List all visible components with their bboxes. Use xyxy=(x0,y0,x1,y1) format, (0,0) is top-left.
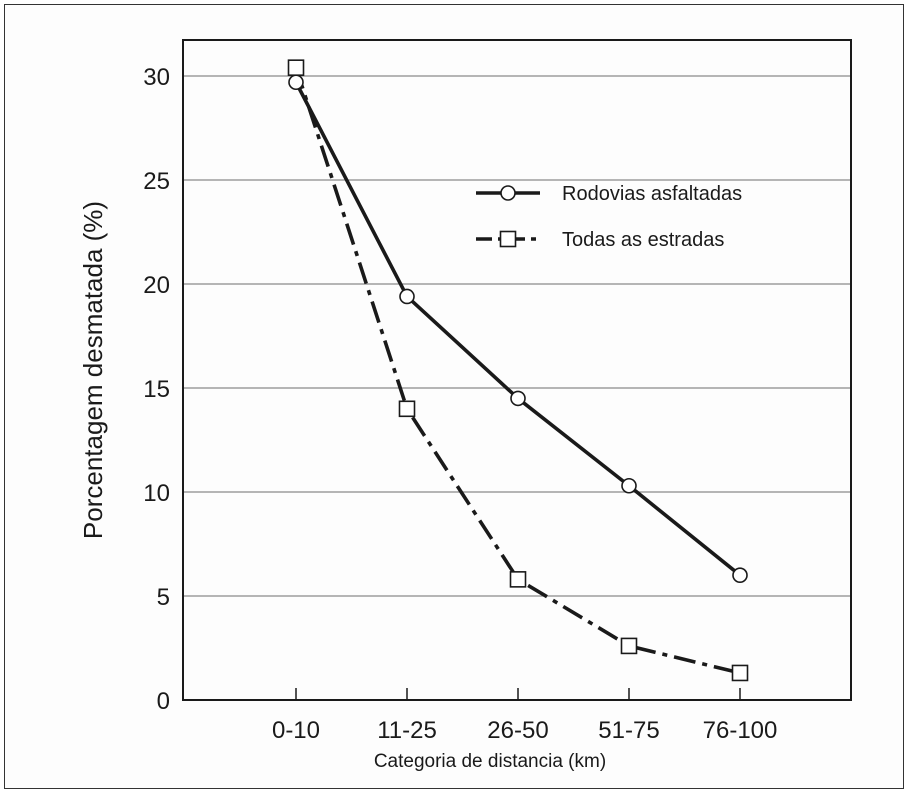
gridlines xyxy=(183,75,851,597)
x-tick-label: 51-75 xyxy=(598,717,659,744)
legend-marker xyxy=(499,230,517,248)
x-tick-label: 26-50 xyxy=(487,717,548,744)
data-point-2-5 xyxy=(731,664,749,682)
data-point-2-3 xyxy=(509,571,527,588)
data-point-2-2 xyxy=(398,400,416,418)
y-tick-label: 15 xyxy=(143,376,170,403)
series-layer xyxy=(287,59,749,682)
legend-label: Rodovias asfaltadas xyxy=(562,183,742,205)
y-tick-label: 10 xyxy=(143,480,170,507)
y-tick-label: 30 xyxy=(143,64,170,91)
data-point-1-1 xyxy=(288,74,304,91)
figure-frame xyxy=(4,4,904,789)
plot-area xyxy=(182,39,852,701)
y-axis-ticks: 0 5 10 15 20 25 30 xyxy=(143,64,170,715)
data-point-1-3 xyxy=(510,390,526,407)
legend-label: Todas as estradas xyxy=(562,229,724,251)
y-tick-label: 5 xyxy=(157,584,170,611)
data-point-1-4 xyxy=(621,477,637,494)
x-axis-title: Categoria de distancia (km) xyxy=(374,751,606,772)
legend: Rodovias asfaltadas Todas as estradas xyxy=(476,183,742,251)
data-point-1-5 xyxy=(732,567,748,584)
x-tick-label: 76-100 xyxy=(703,717,778,744)
legend-marker xyxy=(500,185,516,201)
y-tick-label: 20 xyxy=(143,272,170,299)
y-tick-label: 0 xyxy=(157,688,170,715)
y-axis-title: Porcentagem desmatada (%) xyxy=(78,201,108,539)
data-point-2-1 xyxy=(287,59,305,76)
x-tick-label: 11-25 xyxy=(377,717,437,744)
series-line-1 xyxy=(294,81,742,577)
x-axis-ticks: 0-10 11-25 26-50 51-75 76-100 xyxy=(272,688,777,744)
data-point-2-4 xyxy=(620,637,638,655)
y-tick-label: 25 xyxy=(143,168,170,195)
x-tick-label: 0-10 xyxy=(272,717,320,744)
data-point-1-2 xyxy=(399,288,415,305)
